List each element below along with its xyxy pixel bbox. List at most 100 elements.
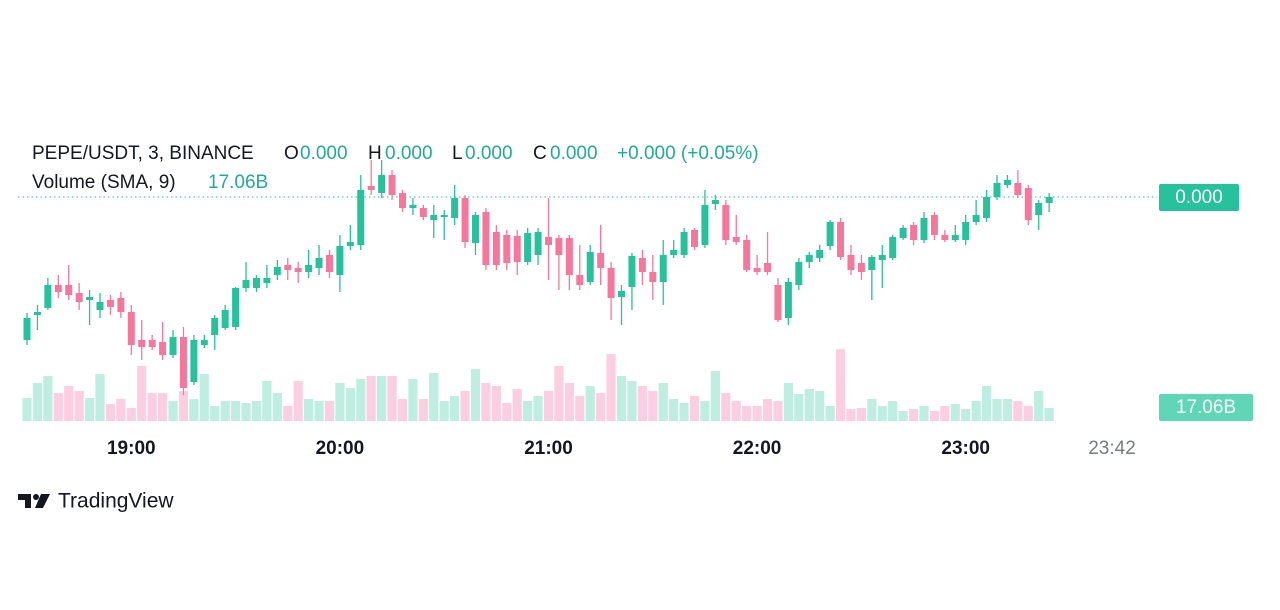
close-value: 0.000 <box>550 143 598 164</box>
candle-body <box>96 302 104 310</box>
volume-bar <box>429 373 439 421</box>
candle-body <box>325 255 333 272</box>
volume-bar <box>178 391 189 421</box>
candle-body <box>179 337 187 388</box>
volume-bar <box>356 379 366 421</box>
candle-body <box>451 198 459 218</box>
candle-body <box>430 215 438 220</box>
candle-body <box>315 258 323 268</box>
candle-body <box>482 212 490 265</box>
tradingview-logo[interactable]: TradingView <box>18 490 174 513</box>
volume-bar <box>815 391 825 421</box>
volume-bar <box>669 399 679 421</box>
high-label: H <box>368 143 382 164</box>
candle-body <box>962 222 970 240</box>
candle-body <box>440 215 448 217</box>
candle-body <box>764 263 772 272</box>
candle-body <box>232 288 240 327</box>
candle-body <box>23 318 31 340</box>
candle-body <box>889 237 897 258</box>
volume-bar <box>272 393 282 421</box>
candle-body <box>628 256 636 287</box>
volume-bar <box>929 411 940 421</box>
volume-label: 17.06B <box>1176 397 1236 418</box>
candle-body <box>910 225 918 240</box>
candle-body <box>75 293 83 302</box>
candle-body <box>513 236 521 262</box>
volume-bar <box>1023 405 1033 421</box>
candle-body <box>419 208 427 217</box>
candle-body <box>471 215 479 243</box>
volume-bar <box>742 405 752 421</box>
volume-bar <box>335 383 345 421</box>
candle-body <box>607 268 615 298</box>
candle-body <box>524 233 532 262</box>
candle-body <box>659 255 667 282</box>
candle-body <box>649 272 657 282</box>
candle-body <box>816 250 824 258</box>
volume-bar <box>564 383 574 421</box>
volume-bar <box>377 376 387 421</box>
open-label: O <box>284 143 299 164</box>
current-time: 23:42 <box>1088 438 1136 459</box>
candle-body <box>211 318 219 335</box>
candle-body <box>461 198 469 242</box>
volume-bar <box>877 405 887 421</box>
candle-body <box>305 265 313 272</box>
volume-bar <box>231 401 241 421</box>
candle-body <box>117 298 125 312</box>
volume-bar <box>304 399 314 421</box>
candle-body <box>899 228 907 238</box>
low-label: L <box>452 143 463 164</box>
candle-body <box>263 278 271 283</box>
candle-body <box>398 193 406 208</box>
volume-bar <box>846 409 856 421</box>
candle-body <box>565 238 573 275</box>
volume-bar <box>700 401 710 421</box>
candle-body <box>336 246 344 275</box>
volume-bar <box>450 395 460 421</box>
candle-body <box>680 232 688 255</box>
candle-body <box>106 300 114 307</box>
volume-value: 17.06B <box>208 172 268 193</box>
candle-body <box>190 340 198 382</box>
candle-body <box>388 175 396 195</box>
volume-bar <box>908 409 919 421</box>
volume-bar <box>731 401 741 421</box>
logo-dot <box>33 494 39 500</box>
candle-body <box>503 235 511 263</box>
candle-body <box>65 285 73 295</box>
candle-body <box>670 250 678 255</box>
volume-bar <box>293 381 303 421</box>
volume-bar <box>627 381 637 421</box>
close-label: C <box>533 143 547 164</box>
volume-bar <box>439 401 449 421</box>
candle-body <box>357 190 365 245</box>
symbol: PEPE/USDT, 3, BINANCE <box>32 143 254 164</box>
volume-bar <box>74 391 84 421</box>
volume-bar <box>1013 401 1023 421</box>
x-tick-label: 23:00 <box>941 438 990 459</box>
volume-bar <box>366 376 376 421</box>
volume-bar <box>689 395 700 421</box>
volume-bar <box>971 401 981 421</box>
volume-bar <box>460 391 470 421</box>
volume-bar <box>168 401 178 421</box>
volume-bar <box>523 401 533 421</box>
candle-body <box>847 255 855 270</box>
high-value: 0.000 <box>385 143 433 164</box>
volume-bar <box>408 379 418 421</box>
volume-bar <box>648 391 658 421</box>
candle-body <box>1035 203 1043 215</box>
volume-bar <box>53 393 63 421</box>
volume-bar <box>502 403 512 421</box>
volume-bar <box>210 405 220 421</box>
open-value: 0.000 <box>300 143 348 164</box>
low-value: 0.000 <box>465 143 513 164</box>
candle-body <box>1045 197 1053 203</box>
volume-bar <box>512 389 522 421</box>
volume-bar <box>596 393 606 421</box>
x-tick-label: 22:00 <box>733 438 782 459</box>
candle-body <box>691 230 699 247</box>
